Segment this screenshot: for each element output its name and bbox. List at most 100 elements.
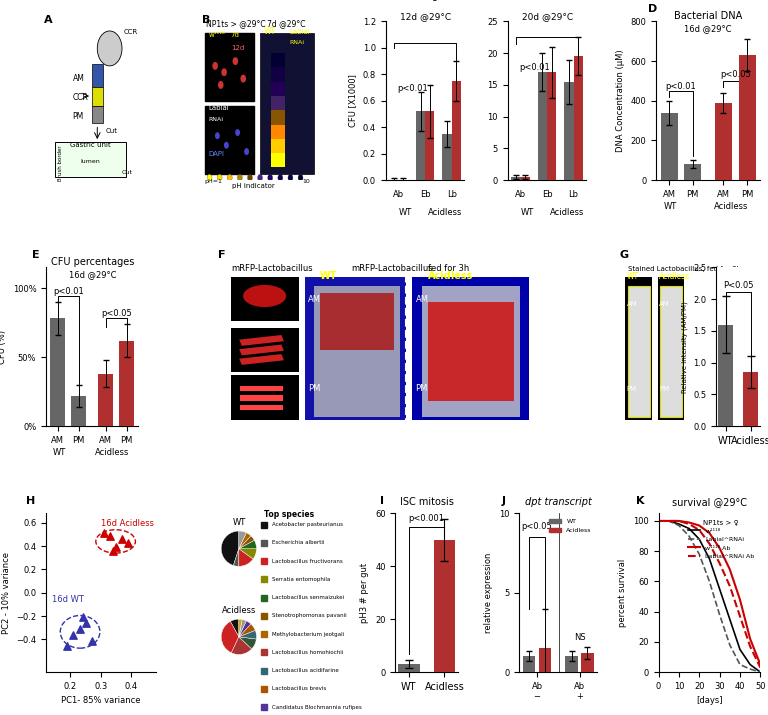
Text: NS: NS xyxy=(574,633,585,642)
Text: p<0.05: p<0.05 xyxy=(720,70,750,79)
Title: 12d @29°C: 12d @29°C xyxy=(399,11,451,21)
Text: Labial: Labial xyxy=(290,29,310,35)
Point xyxy=(110,541,122,553)
Bar xyxy=(399,664,419,672)
Circle shape xyxy=(217,174,222,182)
Y-axis label: PC2 - 10% variance: PC2 - 10% variance xyxy=(2,552,11,633)
Text: NP1ts > @29°C: NP1ts > @29°C xyxy=(206,19,266,28)
Ellipse shape xyxy=(98,31,122,66)
Bar xyxy=(271,82,285,96)
Text: WT: WT xyxy=(52,448,65,457)
Wedge shape xyxy=(239,548,253,566)
Circle shape xyxy=(268,174,273,182)
Title: CFU percentages: CFU percentages xyxy=(51,257,134,267)
Wedge shape xyxy=(239,619,242,637)
Text: B: B xyxy=(202,15,210,25)
Bar xyxy=(271,124,285,139)
Title: ISC mitosis: ISC mitosis xyxy=(400,497,454,507)
Bar xyxy=(718,325,733,426)
Circle shape xyxy=(235,129,240,136)
Bar xyxy=(425,112,435,180)
Bar xyxy=(231,277,299,321)
Text: p<0.001: p<0.001 xyxy=(409,514,445,523)
Wedge shape xyxy=(231,637,252,654)
Circle shape xyxy=(247,174,253,182)
Bar xyxy=(271,153,285,167)
Text: Lactobacillus fructivorans: Lactobacillus fructivorans xyxy=(272,558,343,563)
Point xyxy=(61,641,74,652)
Bar xyxy=(271,96,285,110)
Circle shape xyxy=(243,285,286,307)
Text: 7d: 7d xyxy=(231,32,240,39)
Bar xyxy=(50,318,65,426)
Bar xyxy=(92,64,104,87)
Bar xyxy=(205,106,254,174)
Bar xyxy=(511,177,521,180)
Text: WT: WT xyxy=(627,272,639,280)
Bar xyxy=(92,106,104,123)
Text: Lactobacillus brevis: Lactobacillus brevis xyxy=(272,686,326,691)
Text: Cut: Cut xyxy=(121,169,132,174)
Point xyxy=(85,635,98,646)
Text: Lactobacillus homohiochii: Lactobacillus homohiochii xyxy=(272,650,343,655)
Circle shape xyxy=(218,81,223,89)
Circle shape xyxy=(207,174,212,182)
Bar xyxy=(98,374,114,426)
Text: DAPI: DAPI xyxy=(208,152,224,157)
Text: p<0.05: p<0.05 xyxy=(101,309,131,317)
Wedge shape xyxy=(239,548,257,559)
Title: 20d @29°C: 20d @29°C xyxy=(521,11,573,21)
Text: 16d WT: 16d WT xyxy=(52,595,84,604)
Text: AM: AM xyxy=(627,300,637,307)
Wedge shape xyxy=(221,531,239,566)
Bar xyxy=(565,656,578,672)
Text: D: D xyxy=(647,4,657,14)
Bar xyxy=(71,396,86,426)
Y-axis label: Relative intensity (AM/PM): Relative intensity (AM/PM) xyxy=(681,301,687,393)
Text: PM: PM xyxy=(415,384,428,393)
Circle shape xyxy=(257,174,263,182)
Bar xyxy=(739,55,756,180)
Circle shape xyxy=(278,174,283,182)
Text: p<0.01: p<0.01 xyxy=(666,82,697,91)
Wedge shape xyxy=(239,533,251,548)
Bar xyxy=(452,81,461,180)
Bar xyxy=(231,375,299,420)
Bar xyxy=(240,405,283,410)
Bar xyxy=(271,110,285,124)
Wedge shape xyxy=(239,536,254,548)
Text: I: I xyxy=(379,496,384,506)
Bar xyxy=(240,385,283,391)
Text: Cut: Cut xyxy=(105,127,118,134)
Wedge shape xyxy=(233,548,239,566)
Wedge shape xyxy=(239,619,247,637)
Bar xyxy=(628,287,650,417)
Text: p<0.01: p<0.01 xyxy=(53,287,84,295)
Bar xyxy=(314,287,400,417)
Point xyxy=(68,629,80,641)
Bar xyxy=(260,33,314,174)
Text: Acidless: Acidless xyxy=(428,208,462,217)
Text: Serratia entomophila: Serratia entomophila xyxy=(272,577,330,582)
Bar xyxy=(574,56,583,180)
Text: gut commensals: gut commensals xyxy=(432,0,513,1)
Text: Brush border: Brush border xyxy=(58,145,64,180)
Bar xyxy=(657,277,684,420)
Text: 16d @29°C: 16d @29°C xyxy=(684,24,732,33)
Bar xyxy=(205,33,254,101)
Point xyxy=(77,611,89,623)
Bar xyxy=(521,177,530,180)
Text: 12d: 12d xyxy=(231,45,244,51)
Bar xyxy=(305,277,406,420)
Text: Acetobacter pasteurianus: Acetobacter pasteurianus xyxy=(272,522,343,527)
Text: Stenotrophomonas pavanii: Stenotrophomonas pavanii xyxy=(272,613,347,618)
Text: pH=1: pH=1 xyxy=(204,179,222,184)
Text: P<0.05: P<0.05 xyxy=(723,281,753,290)
Bar xyxy=(538,72,547,180)
Text: 16d Acidless: 16d Acidless xyxy=(101,519,154,528)
Text: AM: AM xyxy=(415,295,429,305)
Y-axis label: DNA Concentration (μM): DNA Concentration (μM) xyxy=(616,49,625,152)
Point xyxy=(116,533,128,545)
Bar xyxy=(660,287,682,417)
Text: fed for 3h: fed for 3h xyxy=(428,264,469,272)
